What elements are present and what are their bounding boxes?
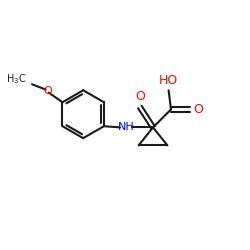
- Text: O: O: [135, 90, 145, 104]
- Text: NH: NH: [118, 122, 135, 132]
- Text: HO: HO: [159, 74, 178, 88]
- Text: O: O: [43, 86, 52, 97]
- Text: O: O: [193, 103, 203, 116]
- Text: H$_3$C: H$_3$C: [6, 72, 26, 86]
